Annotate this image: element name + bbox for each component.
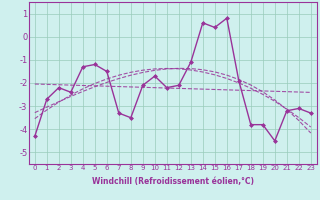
X-axis label: Windchill (Refroidissement éolien,°C): Windchill (Refroidissement éolien,°C) xyxy=(92,177,254,186)
